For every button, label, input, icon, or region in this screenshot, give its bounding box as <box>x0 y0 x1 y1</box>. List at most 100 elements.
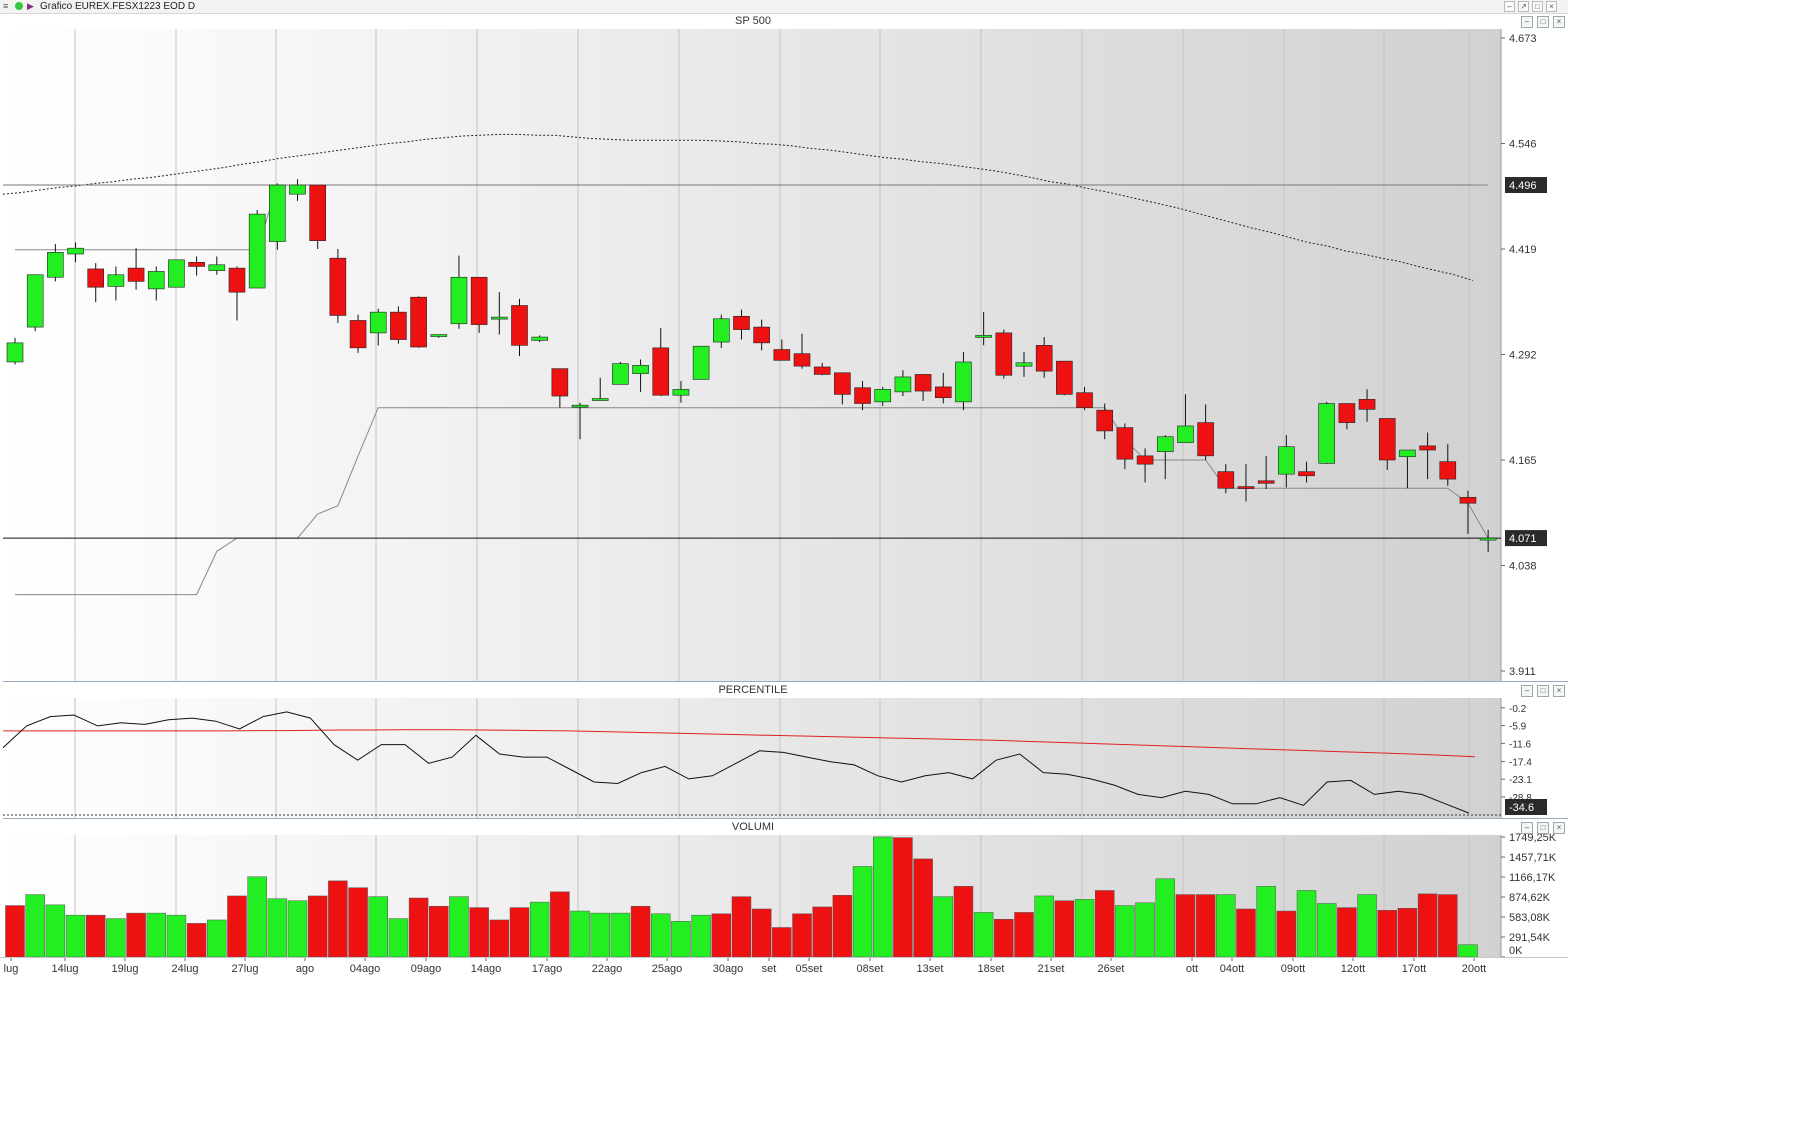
volume-bar <box>1135 902 1155 958</box>
volume-bar <box>610 912 631 958</box>
volume-bar <box>186 923 207 958</box>
candle-body <box>87 268 105 288</box>
volume-bar <box>852 866 873 958</box>
volume-bar <box>671 921 691 958</box>
volume-bar <box>509 907 530 958</box>
menu-icon[interactable]: ≡ <box>3 1 9 11</box>
minimize-window-button[interactable]: – <box>1504 1 1515 12</box>
x-tick-label: ago <box>296 963 314 975</box>
candle-body <box>652 347 670 396</box>
candle-body <box>369 311 387 334</box>
volume-bar <box>812 906 832 958</box>
candle-body <box>1479 537 1497 541</box>
status-dot-icon <box>15 2 23 10</box>
x-tick-label: 22ago <box>592 963 623 975</box>
volume-maximize-button[interactable]: □ <box>1537 822 1549 834</box>
candle-body <box>834 372 851 395</box>
percentile-minimize-button[interactable]: – <box>1521 685 1533 697</box>
candle-body <box>269 184 286 242</box>
volume-bar <box>1438 894 1458 958</box>
y-tick-label: 4.165 <box>1509 455 1537 467</box>
percentile-maximize-button[interactable]: □ <box>1537 685 1549 697</box>
candle-body <box>894 376 912 393</box>
candle-body <box>390 311 407 340</box>
volume-bar <box>893 837 913 958</box>
price-maximize-button[interactable]: □ <box>1537 16 1549 28</box>
candle-body <box>1399 449 1416 457</box>
candle-body <box>1116 427 1134 460</box>
volume-bar <box>449 896 469 958</box>
candle-body <box>1177 425 1194 443</box>
resistance-badge-box <box>1505 177 1547 194</box>
price-minimize-button[interactable]: – <box>1521 16 1533 28</box>
candle-body <box>854 387 871 404</box>
volume-bar <box>1195 894 1216 958</box>
close-window-button[interactable]: × <box>1546 1 1557 12</box>
volume-bar <box>973 912 994 958</box>
volume-bar <box>1337 907 1357 958</box>
maximize-window-button[interactable]: □ <box>1532 1 1543 12</box>
x-tick-label: 04ago <box>350 963 381 975</box>
volume-chart[interactable]: 1749,25K 1457,71K 1166,17K 874,62K 583,08K 29… <box>3 819 1568 958</box>
volume-panel-title: VOLUMI <box>731 821 775 833</box>
volume-bar <box>1236 908 1256 958</box>
candle-body <box>1298 471 1315 477</box>
percentile-chart[interactable]: -0.2 -5.9 -11.6 -17.4 -23.1 -28.8-34.6 <box>3 682 1568 818</box>
volume-minimize-button[interactable]: – <box>1521 822 1533 834</box>
volume-bar <box>751 908 772 958</box>
candle-body <box>511 305 528 346</box>
y-tick-label: 4.292 <box>1509 350 1537 362</box>
volume-bar <box>772 927 792 958</box>
x-tick-label: 09ott <box>1281 963 1305 975</box>
candle-body <box>1278 446 1295 475</box>
price-close-button[interactable]: × <box>1553 16 1565 28</box>
candle-body <box>955 361 972 403</box>
candle-body <box>491 316 508 320</box>
candlestick-chart[interactable]: 4.673 4.546 4.419 4.292 4.165 4.038 3.911 4.496… <box>3 13 1568 681</box>
candle-body <box>127 267 145 282</box>
candle-body <box>612 363 629 385</box>
candle-body <box>329 257 347 316</box>
volume-bar <box>1417 893 1438 958</box>
volume-bar <box>166 914 187 958</box>
detach-window-button[interactable]: ↗ <box>1518 1 1529 12</box>
y-tick-label: 1457,71K <box>1509 852 1557 864</box>
volume-bar <box>287 900 308 958</box>
candle-body <box>793 353 811 367</box>
volume-bar <box>792 913 812 958</box>
percentile-close-button[interactable]: × <box>1553 685 1565 697</box>
volume-bar <box>307 895 328 958</box>
candle-body <box>188 261 205 267</box>
volume-bar <box>1256 886 1276 958</box>
x-tick-label: 08set <box>857 963 884 975</box>
volume-bar <box>933 896 954 958</box>
candle-body <box>147 271 165 290</box>
price-panel: 4.673 4.546 4.419 4.292 4.165 4.038 3.911 4.496… <box>3 13 1568 681</box>
x-tick-label: ott <box>1186 963 1198 975</box>
volume-bar <box>550 891 570 958</box>
candle-body <box>6 342 24 363</box>
volume-close-button[interactable]: × <box>1553 822 1565 834</box>
candle-body <box>168 259 185 288</box>
percentile-line <box>3 711 1470 814</box>
x-tick-label: 17ago <box>532 963 563 975</box>
volume-bar <box>953 886 974 958</box>
y-tick-label: -17.4 <box>1509 757 1532 768</box>
percentile-reference-line <box>3 729 1476 758</box>
candle-body <box>712 318 730 343</box>
volume-bar <box>5 905 25 958</box>
volume-bar <box>711 913 732 958</box>
x-tick-label: 13set <box>917 963 944 975</box>
candle-body <box>1136 455 1154 465</box>
volume-bar <box>529 901 550 958</box>
y-tick-label: 1749,25K <box>1509 832 1557 844</box>
volume-bar <box>691 914 711 958</box>
volume-bar <box>651 913 671 958</box>
play-icon[interactable]: ▶ <box>27 1 34 11</box>
candle-body <box>1076 392 1093 408</box>
volume-bar <box>1397 908 1418 958</box>
y-tick-label: -28.8 <box>1509 793 1532 804</box>
x-tick-label: 05set <box>796 963 823 975</box>
candle-body <box>26 274 44 328</box>
candle-body <box>975 335 992 338</box>
